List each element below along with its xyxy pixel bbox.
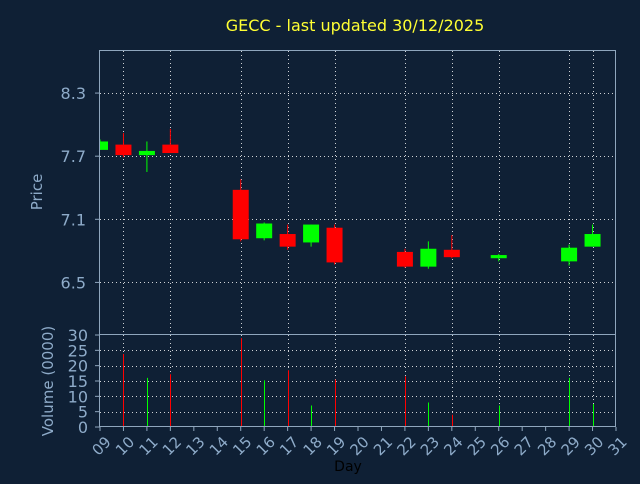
candle-body [490,255,507,259]
price-candles [99,128,601,269]
candle-body [420,248,437,267]
volume-y-tick-label: 25 [68,341,88,360]
day-tick-label: 22 [393,433,419,459]
day-tick-label: 12 [159,433,185,459]
candle-body [279,234,296,247]
volume-y-tick-label: 15 [68,372,88,391]
day-tick-label: 27 [511,433,537,459]
day-tick-label: 14 [206,433,232,459]
day-tick-label: 16 [253,433,279,459]
day-tick-label: 19 [323,433,349,459]
day-axis-label: Day [334,459,362,475]
day-tick-label: 28 [534,433,560,459]
volume-y-tick-label: 30 [68,326,88,345]
day-tick-label: 21 [370,433,396,459]
price-y-tick-label: 8.3 [61,84,86,103]
candle-body [396,251,413,267]
day-tick-label: 11 [135,433,161,459]
day-tick-label: 31 [605,433,631,459]
day-tick-label: 10 [112,433,138,459]
volume-x-ticks: 0910111213141516171819202122232425262728… [89,427,631,459]
price-grid [100,51,616,335]
candle-body [138,150,155,156]
candle-body [100,141,108,150]
volume-axis-label: Volume (0000) [39,326,57,436]
price-axis-label: Price [28,174,46,211]
candle-body [443,249,460,258]
day-tick-label: 17 [276,433,302,459]
candle-body [326,227,343,263]
day-tick-label: 09 [89,433,115,459]
price-y-tick-label: 7.1 [61,210,86,229]
candle-body [256,223,273,239]
price-y-tick-label: 6.5 [61,273,86,292]
day-tick-label: 20 [347,433,373,459]
day-tick-label: 15 [229,433,255,459]
chart-title: GECC - last updated 30/12/2025 [226,16,485,35]
day-tick-label: 30 [581,433,607,459]
day-tick-label: 13 [182,433,208,459]
candle-body [561,247,578,262]
candle-body [162,144,179,154]
candle-body [232,189,249,240]
volume-grid [100,335,616,427]
day-tick-label: 18 [300,433,326,459]
price-y-tick-label: 7.7 [61,147,86,166]
candle-body [584,234,601,247]
volume-y-tick-label: 5 [78,403,88,422]
price-y-ticks: 6.5 7.1 7.7 8.3 [61,84,100,292]
day-tick-label: 23 [417,433,443,459]
candle-body [303,224,320,243]
volume-y-tick-label: 0 [78,418,88,437]
volume-y-tick-label: 20 [68,357,88,376]
day-tick-label: 29 [558,433,584,459]
day-tick-label: 25 [464,433,490,459]
day-tick-label: 24 [440,433,466,459]
volume-bars [123,338,594,427]
volume-y-tick-label: 10 [68,387,88,406]
candle-body [115,144,132,156]
day-tick-label: 26 [487,433,513,459]
